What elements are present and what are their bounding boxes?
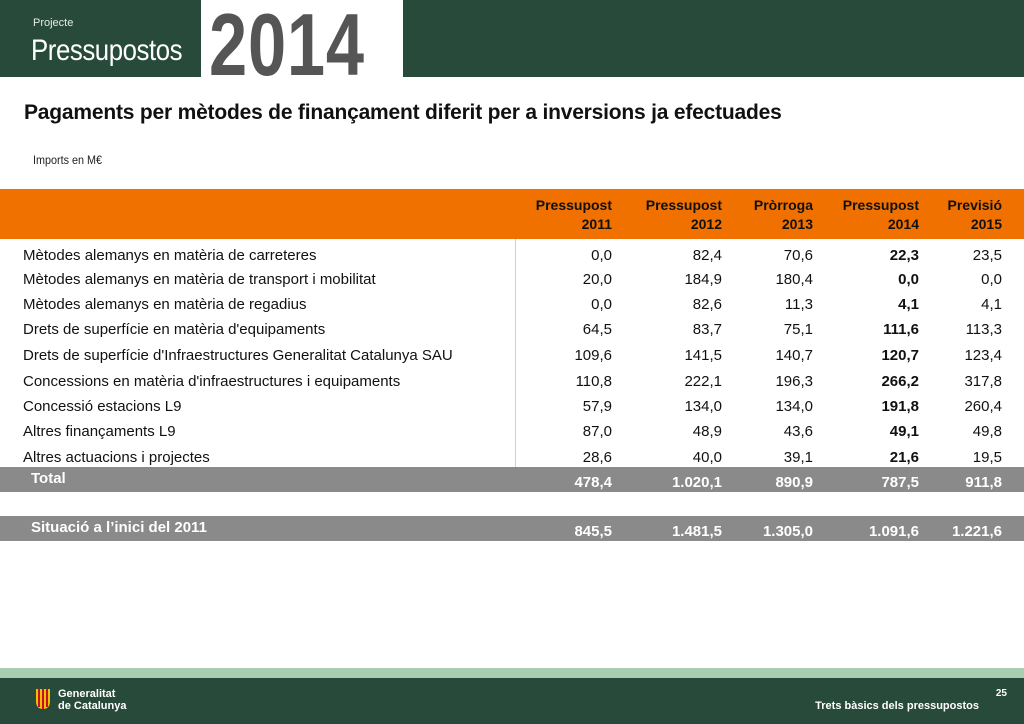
cell-2012: 48,9 [692,423,722,440]
footer-caption: Trets bàsics dels pressupostos [815,700,979,712]
column-header: Pròrroga 2013 [753,197,813,232]
column-header: Previsió 2015 [947,197,1002,232]
cell-2013: 75,1 [783,321,813,338]
cell-2011: 20,0 [582,271,612,288]
situation-2014: 1.091,6 [868,523,919,540]
cell-2013: 43,6 [783,423,813,440]
cell-2015: 4,1 [981,296,1002,313]
row-label: Drets de superfície d'Infraestructures G… [23,347,453,364]
cell-2015: 317,8 [964,373,1002,390]
total-row: Total 478,4 1.020,1 890,9 787,5 911,8 [0,467,1024,492]
cell-2012: 222,1 [684,373,722,390]
page-number: 25 [995,688,1007,699]
cell-2013: 180,4 [775,271,813,288]
cell-2014: 49,1 [889,423,919,440]
header-subtitle: Projecte [33,17,74,29]
cell-2015: 23,5 [972,247,1002,264]
cell-2011: 57,9 [582,398,612,415]
row-label: Altres finançaments L9 [23,423,176,440]
table-row: Concessions en matèria d'infraestructure… [0,369,1024,394]
cell-2015: 0,0 [981,271,1002,288]
cell-2013: 11,3 [784,296,813,313]
header-title: Pressupostos [31,34,183,67]
cell-2013: 134,0 [775,398,813,415]
cell-2014: 111,6 [883,321,919,338]
cell-2011: 110,8 [575,373,612,390]
cell-2014: 191,8 [881,398,919,415]
cell-2012: 82,4 [692,247,722,264]
header-year: 2014 [209,0,365,94]
cell-2012: 134,0 [684,398,722,415]
row-label: Concessió estacions L9 [23,398,182,415]
table-row: Altres actuacions i projectes 28,6 40,0 … [0,445,1024,470]
table-row: Altres finançaments L9 87,0 48,9 43,6 49… [0,419,1024,444]
situation-2013: 1.305,0 [762,523,813,540]
cell-2015: 123,4 [964,347,1002,364]
page-title: Pagaments per mètodes de finançament dif… [24,101,782,124]
situation-2012: 1.481,5 [671,523,722,540]
row-label: Drets de superfície en matèria d'equipam… [23,321,326,338]
column-separator [515,239,516,467]
cell-2013: 39,1 [783,449,813,466]
organization-name: Generalitat de Catalunya [58,688,127,712]
situation-2011: 845,5 [574,523,612,540]
column-header: Pressupost 2014 [842,197,919,232]
row-label: Concessions en matèria d'infraestructure… [23,373,401,390]
table-header: Pressupost 2011 Pressupost 2012 Pròrroga 20… [0,189,1024,239]
cell-2011: 109,6 [574,347,612,364]
situation-2015: 1.221,6 [951,523,1002,540]
column-header: Pressupost 2012 [645,197,722,232]
row-label: Mètodes alemanys en matèria de carretere… [23,247,317,264]
footer: Generalitat de Catalunya 25 Trets bàsics … [0,678,1024,724]
table-row: Mètodes alemanys en matèria de transport… [0,267,1024,292]
total-2015: 911,8 [965,474,1002,491]
cell-2011: 64,5 [582,321,612,338]
table-row: Concessió estacions L9 57,9 134,0 134,0 … [0,394,1024,419]
cell-2013: 70,6 [783,247,813,264]
footer-accent-strip [0,668,1024,678]
year-box: 2014 [201,0,403,94]
column-header: Pressupost 2011 [535,197,612,232]
cell-2014: 120,7 [881,347,919,364]
cell-2012: 82,6 [692,296,722,313]
cell-2014: 4,1 [898,296,919,313]
cell-2014: 0,0 [898,271,919,288]
generalitat-logo-icon [36,689,50,709]
cell-2013: 140,7 [775,347,813,364]
cell-2015: 113,3 [965,321,1002,338]
cell-2011: 28,6 [582,449,612,466]
header-banner: Projecte Pressupostos 2014 [0,0,1024,94]
cell-2013: 196,3 [775,373,813,390]
cell-2015: 260,4 [964,398,1002,415]
cell-2012: 141,5 [684,347,722,364]
total-2012: 1.020,1 [671,474,722,491]
total-2013: 890,9 [775,474,813,491]
cell-2014: 266,2 [881,373,919,390]
table-row: Drets de superfície en matèria d'equipam… [0,317,1024,342]
cell-2014: 21,6 [889,449,919,466]
row-label: Mètodes alemanys en matèria de regadius [23,296,307,313]
cell-2011: 0,0 [591,296,612,313]
cell-2012: 40,0 [692,449,722,466]
cell-2012: 83,7 [692,321,722,338]
total-2011: 478,4 [574,474,612,491]
units-note: Imports en M€ [33,153,103,167]
row-label: Altres actuacions i projectes [23,449,210,466]
row-label: Mètodes alemanys en matèria de transport… [23,271,376,288]
cell-2011: 0,0 [591,247,612,264]
table-row: Drets de superfície d'Infraestructures G… [0,343,1024,368]
table-row: Mètodes alemanys en matèria de regadius … [0,292,1024,317]
cell-2015: 49,8 [972,423,1002,440]
total-label: Total [31,470,66,487]
cell-2011: 87,0 [582,423,612,440]
total-2014: 787,5 [881,474,919,491]
cell-2012: 184,9 [684,271,722,288]
table-row: Mètodes alemanys en matèria de carretere… [0,243,1024,268]
situation-label: Situació a l’inici del 2011 [31,519,207,536]
situation-row: Situació a l’inici del 2011 845,5 1.481,… [0,516,1024,541]
cell-2014: 22,3 [889,247,919,264]
cell-2015: 19,5 [972,449,1002,466]
